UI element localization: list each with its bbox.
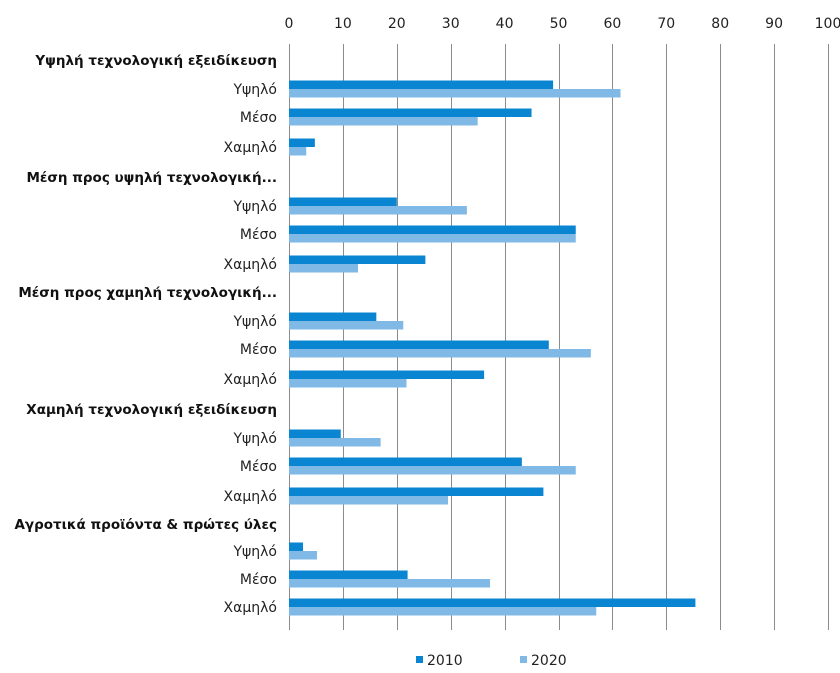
category-label: Χαμηλό [224,372,277,388]
x-axis-ticks: 0 10 20 30 40 50 60 70 80 90 100 [285,16,840,32]
category-label: Χαμηλό [224,489,277,505]
bar-2020 [289,321,404,330]
bar-2010 [289,429,341,438]
category-label: Υψηλό [232,544,277,560]
category-label: Υψηλό [232,199,277,215]
bar-2010 [289,225,576,234]
bar-2010 [289,542,304,551]
group-label: Υψηλή τεχνολογική εξειδίκευση [34,53,277,69]
bar-2010 [289,370,485,379]
legend: 2010 2020 [416,653,567,669]
group-label: Χαμηλή τεχνολογική εξειδίκευση [26,402,277,418]
bar-2010 [289,255,426,264]
bar-2020 [289,206,467,215]
bar-2020 [289,117,478,126]
bar-2020 [289,147,307,156]
x-tick-label: 50 [550,16,568,32]
group-label: Μέση προς υψηλή τεχνολογική... [26,170,277,186]
bar-2020 [289,496,449,505]
legend-swatch-2010 [416,656,423,663]
category-label: Υψηλό [232,431,277,447]
bar-2020 [289,607,597,616]
x-tick-label: 10 [334,16,352,32]
bar-2010 [289,312,377,321]
bar-2020 [289,438,381,447]
bar-2020 [289,579,491,588]
bar-2010 [289,108,532,117]
bar-2010 [289,598,696,607]
category-label: Μέσο [240,572,277,588]
x-tick-label: 30 [442,16,460,32]
category-label: Υψηλό [232,314,277,330]
bar-2010 [289,80,554,89]
bar-2020 [289,551,318,560]
bar-2020 [289,379,407,388]
bar-2010 [289,570,408,579]
group-label: Αγροτικά προϊόντα & πρώτες ύλες [14,517,277,533]
x-tick-label: 90 [765,16,783,32]
category-label: Χαμηλό [224,600,277,616]
x-tick-label: 60 [603,16,621,32]
x-tick-label: 70 [657,16,675,32]
bar-2020 [289,234,576,243]
group-label: Μέση προς χαμηλή τεχνολογική... [18,285,277,301]
category-label: Μέσο [240,459,277,475]
category-label: Χαμηλό [224,257,277,273]
bars [289,80,696,616]
x-tick-label: 0 [285,16,294,32]
bar-2010 [289,457,522,466]
x-tick-label: 80 [711,16,729,32]
legend-label: 2010 [427,653,463,669]
category-label: Χαμηλό [224,140,277,156]
x-tick-label: 40 [496,16,514,32]
bar-2010 [289,197,397,206]
category-label: Μέσο [240,342,277,358]
category-label: Μέσο [240,227,277,243]
bar-2020 [289,349,591,358]
bar-2020 [289,264,358,273]
bar-2010 [289,138,315,147]
x-tick-label: 20 [388,16,406,32]
category-label: Μέσο [240,110,277,126]
x-tick-label: 100 [815,16,840,32]
bar-2020 [289,89,621,98]
bar-2010 [289,487,544,496]
bar-2010 [289,340,549,349]
legend-label: 2020 [531,653,567,669]
category-label: Υψηλό [232,82,277,98]
category-labels: Υψηλή τεχνολογική εξειδίκευση Υψηλό Μέσο Χα… [14,53,277,616]
bar-2020 [289,466,576,475]
legend-swatch-2020 [520,656,527,663]
grid-lines [289,44,829,630]
